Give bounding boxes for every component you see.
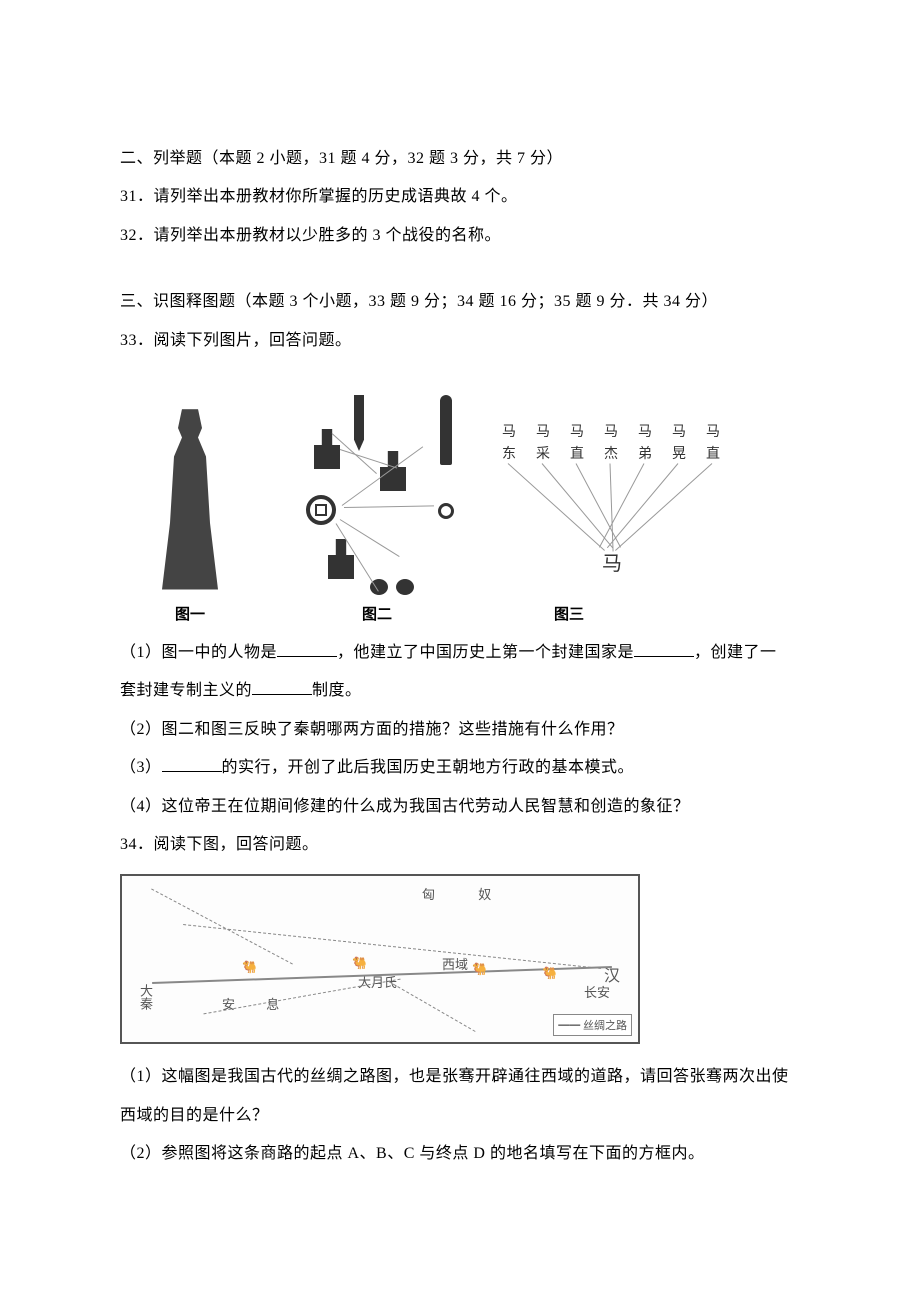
q31: 31．请列举出本册教材你所掌握的历史成语典故 4 个。: [120, 178, 800, 216]
spade-coin-shape: [380, 451, 406, 491]
section3-heading: 三、识图释图题（本题 3 个小题，33 题 9 分；34 题 16 分；35 题…: [120, 283, 800, 321]
q33-2: （2）图二和图三反映了秦朝哪两方面的措施？这些措施有什么作用？: [120, 711, 800, 749]
connector-line: [344, 505, 434, 508]
q34-2: （2）参照图将这条商路的起点 A、B、C 与终点 D 的地名填写在下面的方框内。: [120, 1135, 800, 1173]
connector-line: [607, 463, 678, 548]
fig1-label: 图一: [175, 603, 205, 624]
q34-intro: 34．阅读下图，回答问题。: [120, 826, 800, 864]
fig2-label: 图二: [362, 603, 392, 624]
scripts-diagram: 马 马 马 马 马 马 马 东 采 直 杰 弟 晃 直 马: [494, 419, 734, 599]
q32: 32．请列举出本册教材以少胜多的 3 个战役的名称。: [120, 217, 800, 255]
q33-intro: 33．阅读下列图片，回答问题。: [120, 322, 800, 360]
connector-line: [599, 463, 644, 547]
connector-line: [342, 446, 423, 506]
map-label-changan: 长安: [584, 982, 610, 1001]
script-char: 杰: [604, 443, 618, 463]
figure-3: 马 马 马 马 马 马 马 东 采 直 杰 弟 晃 直 马 图三: [494, 404, 734, 624]
q33-1a: （1）图一中的人物是: [120, 644, 277, 661]
script-char: 直: [706, 443, 720, 463]
script-char: 马: [672, 421, 686, 441]
q33-3a: （3）: [120, 759, 162, 776]
small-coin-shape: [396, 579, 414, 595]
figure-2: 图二: [272, 374, 482, 624]
unified-script-char: 马: [602, 547, 622, 576]
q33-1e: 制度。: [312, 682, 362, 699]
knife-coin-shape: [354, 395, 364, 451]
connector-line: [576, 463, 621, 547]
script-char: 晃: [672, 443, 686, 463]
camel-icon: 🐫: [242, 960, 257, 975]
blank-fill[interactable]: [634, 641, 694, 657]
section2-heading: 二、列举题（本题 2 小题，31 题 4 分，32 题 3 分，共 7 分）: [120, 140, 800, 178]
figure-row: 图一 图二 马 马: [120, 374, 800, 624]
connector-line: [340, 519, 400, 557]
script-char: 采: [536, 443, 550, 463]
map-label-xiongnu: 匈 奴: [422, 884, 511, 903]
q33-1-line1: （1）图一中的人物是 ，他建立了中国历史上第一个封建国家是 ，创建了一: [120, 634, 800, 672]
coins-diagram: [272, 389, 482, 599]
blank-fill[interactable]: [277, 641, 337, 657]
ring-coin-shape: [438, 503, 454, 519]
figure-1: 图一: [120, 374, 260, 624]
connector-line: [542, 463, 613, 548]
knife-coin-shape: [440, 395, 452, 465]
connector-line: [615, 463, 712, 551]
script-char: 马: [570, 421, 584, 441]
q33-4: （4）这位帝王在位期间修建的什么成为我国古代劳动人民智慧和创造的象征？: [120, 788, 800, 826]
camel-icon: 🐫: [472, 962, 487, 977]
blank-fill[interactable]: [252, 679, 312, 695]
emperor-figure: [150, 409, 230, 599]
round-coin: [306, 495, 336, 525]
map-route-dashed: [388, 981, 475, 1032]
script-char: 直: [570, 443, 584, 463]
script-char: 马: [502, 421, 516, 441]
script-char: 东: [502, 443, 516, 463]
script-char: 马: [638, 421, 652, 441]
fig3-label: 图三: [554, 603, 584, 624]
script-char: 弟: [638, 443, 652, 463]
blank-fill[interactable]: [162, 756, 222, 772]
camel-icon: 🐫: [352, 956, 367, 971]
q33-1c: ，创建了一: [694, 644, 777, 661]
q33-3: （3） 的实行，开创了此后我国历史王朝地方行政的基本模式。: [120, 749, 800, 787]
map-route-dashed: [151, 889, 293, 965]
q33-1d: 套封建专制主义的: [120, 682, 252, 699]
connector-line: [508, 463, 605, 551]
map-legend-text: 丝绸之路: [583, 1020, 627, 1032]
camel-icon: 🐫: [542, 966, 557, 981]
map-label-daqin: 大秦: [136, 984, 155, 1010]
script-char: 马: [706, 421, 720, 441]
spade-coin-shape: [314, 429, 340, 469]
script-char: 马: [604, 421, 618, 441]
script-char: 马: [536, 421, 550, 441]
map-legend: ━━ 丝绸之路: [553, 1014, 632, 1036]
q33-1-line2: 套封建专制主义的 制度。: [120, 672, 800, 710]
silk-road-map: 匈 奴 汉 长安 安 息 大月氏 西域 大秦 🐫 🐫 🐫 🐫 ━━ 丝绸之路: [120, 874, 640, 1044]
q33-1b: ，他建立了中国历史上第一个封建国家是: [337, 644, 634, 661]
q34-1: （1）这幅图是我国古代的丝绸之路图，也是张骞开辟通往西域的道路，请回答张骞两次出…: [120, 1058, 800, 1135]
q33-3b: 的实行，开创了此后我国历史王朝地方行政的基本模式。: [222, 759, 635, 776]
